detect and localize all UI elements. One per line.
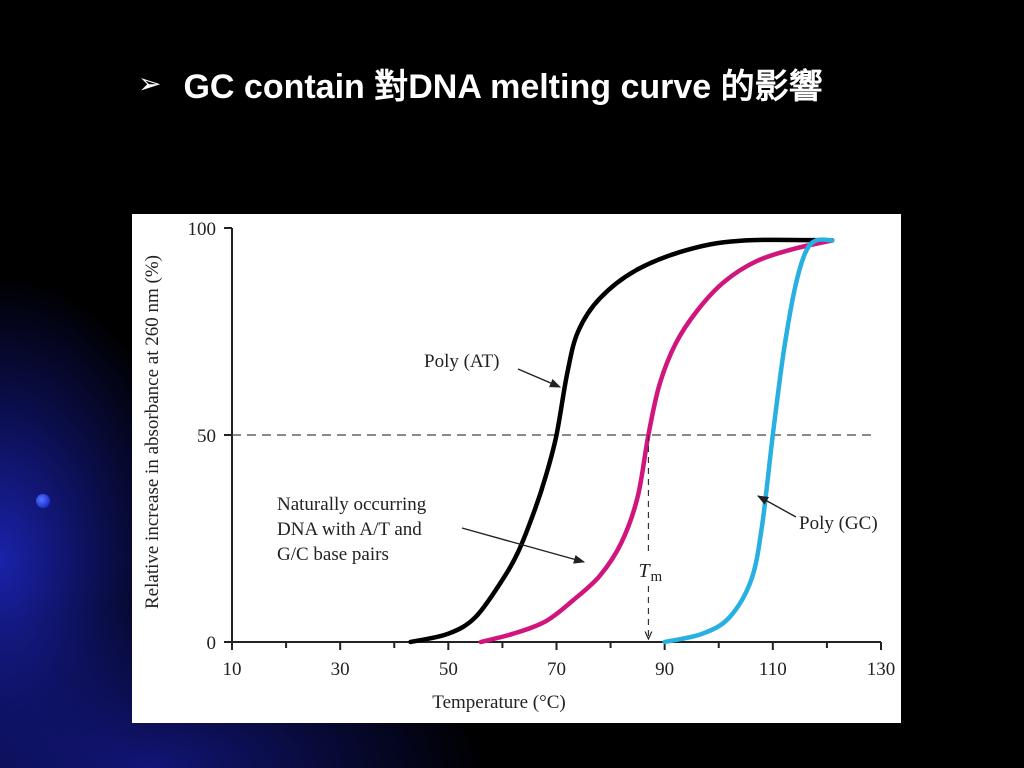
melting-curve-chart: 10 30 50 70 90 110 130 0 50 100 Poly (AT) Naturall… (142, 219, 896, 713)
poly-at-label: Poly (AT) (424, 351, 499, 372)
title-text: GC contain 對DNA melting curve 的影響 (183, 67, 823, 106)
tm-label: T (638, 560, 651, 582)
chart-axes: 10 30 50 70 90 110 130 0 50 100 (188, 219, 896, 680)
y-tick-label: 100 (188, 219, 217, 240)
arrow-bullet-icon: ➢ (138, 66, 162, 100)
natural-dna-label-line: DNA with A/T and (277, 519, 422, 540)
natural-dna-pointer (461, 527, 586, 564)
curves-group (408, 237, 835, 645)
x-tick-label: 70 (547, 659, 566, 680)
poly-gc-label: Poly (GC) (799, 513, 878, 534)
slide-title: ➢ GC contain 對DNA melting curve 的影響 (138, 58, 823, 108)
natural-dna-label-line: G/C base pairs (277, 544, 389, 565)
x-tick-label: 50 (439, 659, 458, 680)
chart-panel: 10 30 50 70 90 110 130 0 50 100 Poly (AT) Naturall… (132, 214, 901, 723)
poly-at-curve (408, 237, 835, 645)
poly-gc-curve (662, 237, 835, 645)
x-axis-label: Temperature (°C) (432, 692, 565, 713)
x-tick-label: 110 (759, 659, 787, 680)
decorative-dot (36, 494, 50, 508)
x-tick-label: 130 (867, 659, 896, 680)
x-tick-label: 10 (223, 659, 242, 680)
poly-gc-pointer (757, 495, 797, 518)
natural-dna-label-line: Naturally occurring (277, 494, 427, 515)
y-tick-label: 0 (207, 633, 217, 654)
annotations-group: Poly (AT) Naturally occurring DNA with A/T… (277, 351, 878, 639)
y-axis-label: Relative increase in absorbance at 260 n… (142, 255, 163, 609)
tm-subscript: m (650, 569, 662, 585)
y-tick-label: 50 (197, 426, 216, 447)
x-tick-label: 90 (655, 659, 674, 680)
x-tick-label: 30 (331, 659, 350, 680)
poly-at-pointer (517, 368, 562, 388)
